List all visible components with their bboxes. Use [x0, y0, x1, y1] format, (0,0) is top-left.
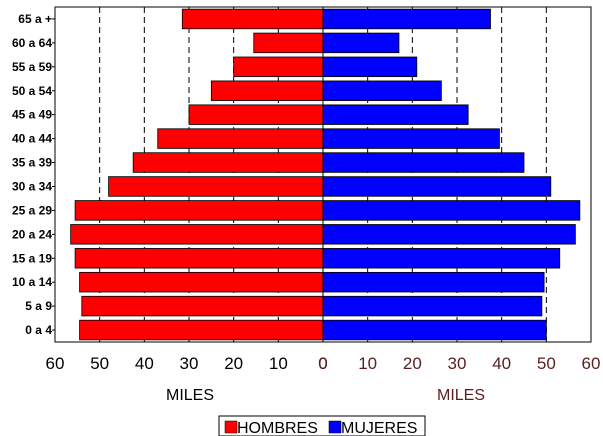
x-tick-label-left: 50 [90, 354, 109, 373]
x-tick-label-right: 40 [492, 354, 511, 373]
bar-mujeres [322, 224, 576, 245]
age-group-labels: 65 a + 60 a 64 55 a 59 50 a 54 45 a 49 40 a 4… [12, 12, 55, 337]
x-tick-label-right: 10 [358, 354, 377, 373]
x-tick-label-left: 60 [46, 354, 65, 373]
legend-frame [218, 415, 426, 436]
age-group-label: 45 a 49 [12, 108, 52, 122]
age-group-label: 50 a 54 [12, 84, 52, 98]
bar-mujeres [322, 32, 400, 54]
bar-mujeres [322, 104, 469, 125]
x-tick-labels: 60 50 40 30 20 10 00 10 20 30 40 50 60 [46, 354, 601, 373]
bar-hombres [70, 224, 324, 245]
bar-hombres [108, 176, 324, 197]
bar-mujeres [322, 128, 500, 149]
bar-mujeres [322, 200, 581, 221]
bar-hombres [157, 128, 324, 149]
x-tick-label-right: 20 [403, 354, 422, 373]
bar-mujeres [322, 56, 418, 78]
legend-label-mujeres: MUJERES [341, 420, 417, 436]
bar-hombres [79, 271, 324, 293]
x-tick-label-right: 0 [318, 354, 327, 373]
legend: HOMBRES MUJERES [218, 415, 426, 436]
age-group-label: 10 a 14 [12, 275, 52, 289]
bar-hombres [188, 104, 324, 125]
bar-hombres [210, 80, 324, 101]
plot-frame [54, 6, 592, 343]
age-group-label: 60 a 64 [12, 36, 52, 50]
age-group-label: 40 a 44 [12, 132, 52, 146]
bar-mujeres [322, 319, 547, 341]
age-group-label: 5 a 9 [25, 299, 52, 313]
bar-hombres [233, 56, 324, 78]
bar-hombres [74, 200, 324, 221]
bar-hombres [253, 32, 324, 54]
legend-swatch-hombres [224, 420, 238, 434]
x-tick-label-right: 30 [448, 354, 467, 373]
bar-hombres [181, 8, 324, 30]
x-tick-label-left: 30 [180, 354, 199, 373]
age-group-label: 25 a 29 [12, 203, 52, 217]
bars [70, 8, 581, 341]
bar-hombres [74, 248, 324, 269]
bar-mujeres [322, 80, 442, 101]
bar-mujeres [322, 295, 543, 317]
age-group-label: 0 a 4 [25, 323, 52, 337]
x-tick-label-left: 0 [318, 354, 327, 373]
legend-swatch-mujeres [328, 420, 342, 434]
age-group-label: 65 a + [18, 12, 52, 26]
bar-hombres [132, 152, 324, 173]
bar-mujeres [322, 271, 545, 293]
age-group-label: 20 a 24 [12, 227, 52, 241]
x-axis-title-right: MILES [437, 387, 485, 404]
bar-hombres [81, 295, 324, 317]
bar-mujeres [322, 176, 552, 197]
x-tick-label-left: 40 [135, 354, 154, 373]
x-axis-title-left: MILES [166, 387, 214, 404]
legend-label-hombres: HOMBRES [237, 420, 318, 436]
x-tick-label-left: 20 [224, 354, 243, 373]
age-group-label: 55 a 59 [12, 60, 52, 74]
bar-mujeres [322, 8, 491, 30]
age-group-label: 15 a 19 [12, 251, 52, 265]
x-tick-label-right: 50 [537, 354, 556, 373]
age-group-label: 30 a 34 [12, 179, 52, 193]
x-tick-label-right: 60 [582, 354, 601, 373]
bar-mujeres [322, 248, 561, 269]
age-group-label: 35 a 39 [12, 156, 52, 170]
bar-hombres [79, 319, 324, 341]
bar-mujeres [322, 152, 525, 173]
x-tick-label-left: 10 [269, 354, 288, 373]
